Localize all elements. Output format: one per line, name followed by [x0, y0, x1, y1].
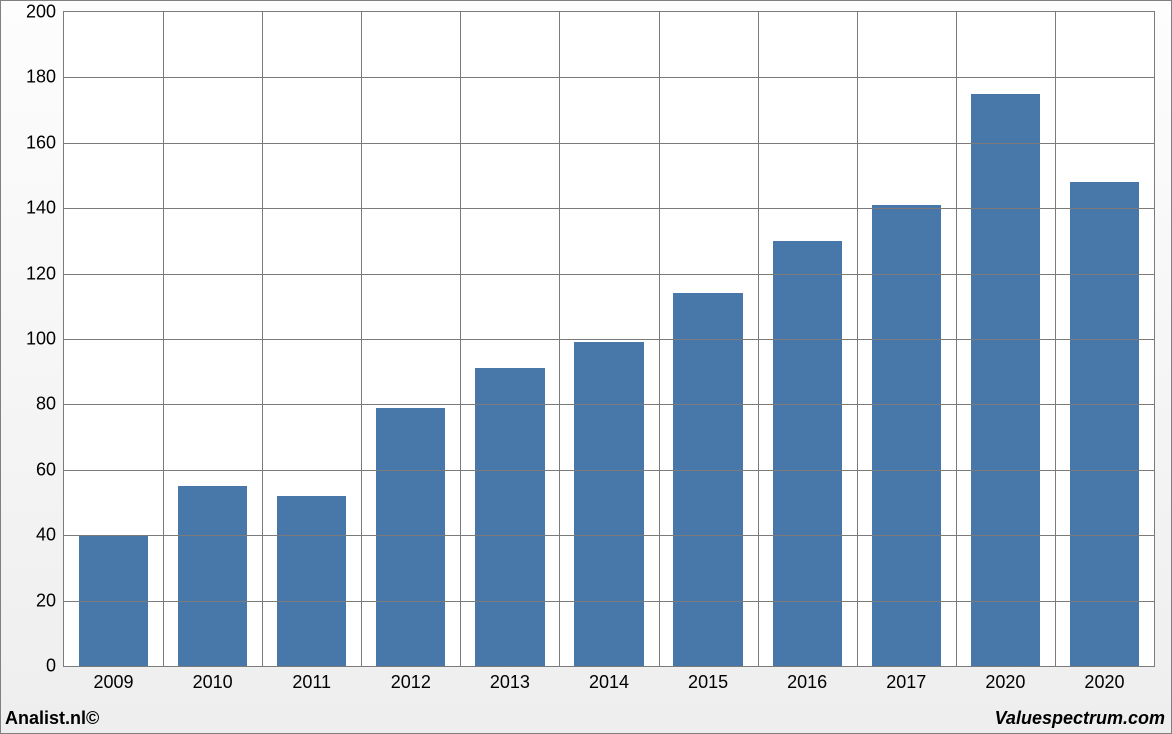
y-tick-label: 160 [26, 132, 64, 153]
y-tick-label: 100 [26, 329, 64, 350]
bar [673, 293, 742, 666]
x-tick-label: 2009 [94, 666, 134, 693]
grid-line-h [64, 601, 1154, 602]
y-tick-label: 40 [36, 525, 64, 546]
grid-line-h [64, 208, 1154, 209]
grid-line-v [262, 12, 263, 666]
grid-line-h [64, 470, 1154, 471]
footer-right: Valuespectrum.com [995, 708, 1165, 729]
x-tick-label: 2011 [292, 666, 331, 693]
y-tick-label: 60 [36, 459, 64, 480]
x-tick-label: 2013 [490, 666, 530, 693]
y-tick-label: 140 [26, 198, 64, 219]
bar [178, 486, 247, 666]
bar [277, 496, 346, 666]
grid-line-v [460, 12, 461, 666]
grid-line-v [361, 12, 362, 666]
grid-line-v [559, 12, 560, 666]
bar [475, 368, 544, 666]
plot-outer: 0204060801001201401601802002009201020112… [11, 7, 1161, 699]
grid-line-h [64, 535, 1154, 536]
chart-container: 0 20 40 60 80 100 120 140 160 180 200 2009 2010 2011 2… [0, 0, 1172, 734]
x-tick-label: 2015 [688, 666, 728, 693]
bar [971, 94, 1040, 666]
y-tick-label: 0 [46, 656, 64, 677]
bar [1070, 182, 1139, 666]
grid-line-h [64, 339, 1154, 340]
x-tick-label: 2012 [391, 666, 431, 693]
x-tick-label: 2014 [589, 666, 629, 693]
grid-line-v [758, 12, 759, 666]
x-tick-label: 2010 [193, 666, 233, 693]
x-tick-label: 2017 [886, 666, 926, 693]
bar [376, 408, 445, 666]
grid-line-v [857, 12, 858, 666]
grid-line-h [64, 77, 1154, 78]
grid-line-v [956, 12, 957, 666]
grid-line-h [64, 143, 1154, 144]
y-tick-label: 180 [26, 67, 64, 88]
bar [574, 342, 643, 666]
bar [773, 241, 842, 666]
grid-line-h [64, 404, 1154, 405]
y-tick-label: 80 [36, 394, 64, 415]
footer-left: Analist.nl© [5, 708, 99, 729]
grid-line-h [64, 274, 1154, 275]
grid-line-v [163, 12, 164, 666]
x-tick-label: 2020 [985, 666, 1025, 693]
y-tick-label: 20 [36, 590, 64, 611]
grid-line-v [659, 12, 660, 666]
plot-area: 0204060801001201401601802002009201020112… [63, 11, 1155, 667]
grid-line-v [1055, 12, 1056, 666]
x-tick-label: 2016 [787, 666, 827, 693]
y-tick-label: 120 [26, 263, 64, 284]
y-tick-label: 200 [26, 2, 64, 23]
x-tick-label: 2020 [1084, 666, 1124, 693]
